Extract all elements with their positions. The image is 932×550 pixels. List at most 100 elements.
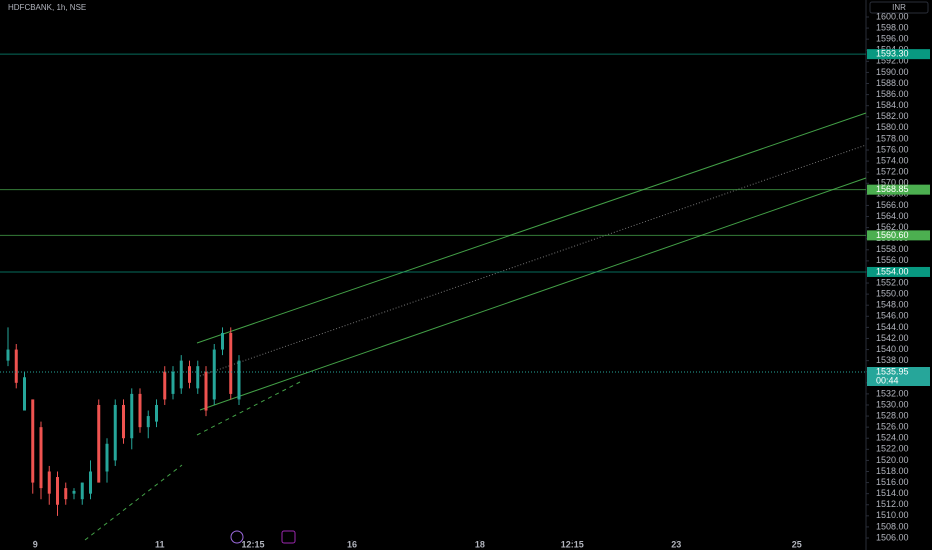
y-tick-label: 1552.00: [876, 277, 909, 287]
x-tick-label: 9: [33, 539, 38, 549]
y-tick-label: 1522.00: [876, 444, 909, 454]
y-tick-label: 1510.00: [876, 510, 909, 520]
y-tick-label: 1514.00: [876, 488, 909, 498]
candle-body: [130, 393, 134, 439]
candle-body: [188, 366, 191, 383]
channel-lower[interactable]: [199, 177, 867, 411]
x-tick-label: 25: [792, 539, 802, 549]
y-tick-label: 1600.00: [876, 11, 909, 21]
y-tick-label: 1580.00: [876, 122, 909, 132]
y-tick-label: 1544.00: [876, 322, 909, 332]
x-tick-label: 23: [671, 539, 681, 549]
y-tick-label: 1584.00: [876, 100, 909, 110]
candle-body: [204, 371, 208, 411]
y-tick-label: 1518.00: [876, 466, 909, 476]
price-badge-label: 1593.30: [876, 49, 909, 59]
last-price-badge: [867, 367, 930, 387]
candle-body: [80, 482, 84, 500]
candle-body: [146, 416, 150, 428]
x-tick-label: 16: [347, 539, 357, 549]
event-icon[interactable]: [281, 530, 296, 544]
y-tick-label: 1586.00: [876, 89, 909, 99]
x-tick-label: 12:15: [242, 539, 265, 549]
channel-middle[interactable]: [199, 144, 867, 377]
y-tick-label: 1516.00: [876, 477, 909, 487]
y-tick-label: 1558.00: [876, 244, 909, 254]
y-tick-label: 1550.00: [876, 289, 909, 299]
candle-body: [163, 371, 167, 400]
y-tick-label: 1556.00: [876, 255, 909, 265]
candle-body: [237, 360, 241, 400]
candle-body: [221, 332, 224, 350]
y-tick-label: 1572.00: [876, 167, 909, 177]
y-tick-label: 1566.00: [876, 200, 909, 210]
candle-body: [14, 349, 18, 383]
y-tick-label: 1526.00: [876, 422, 909, 432]
price-badge-label: 1568.85: [876, 184, 909, 194]
candle-body: [23, 377, 26, 411]
y-tick-label: 1542.00: [876, 333, 909, 343]
y-tick-label: 1506.00: [876, 532, 909, 542]
event-icon[interactable]: [230, 530, 244, 544]
price-badge: [867, 230, 930, 241]
y-tick-label: 1588.00: [876, 78, 909, 88]
y-tick-label: 1546.00: [876, 311, 909, 321]
y-tick-label: 1508.00: [876, 521, 909, 531]
trend-dashed[interactable]: [196, 381, 301, 436]
y-tick-label: 1578.00: [876, 133, 909, 143]
candle-body: [64, 488, 68, 500]
candle-body: [89, 471, 92, 494]
candle-body: [113, 404, 117, 461]
candle-body: [138, 393, 142, 428]
candle-body: [196, 366, 200, 389]
currency-box[interactable]: [869, 1, 929, 14]
x-tick-label: 18: [475, 539, 485, 549]
candle-body: [179, 360, 183, 389]
y-tick-label: 1548.00: [876, 300, 909, 310]
x-tick-label: 12:15: [561, 539, 584, 549]
y-tick-label: 1524.00: [876, 433, 909, 443]
currency: INR: [892, 3, 906, 12]
y-tick-label: 1570.00: [876, 178, 909, 188]
candle-body: [212, 349, 216, 400]
candle-body: [47, 471, 51, 494]
countdown: 00:44: [876, 375, 899, 385]
candle-body: [39, 427, 43, 489]
y-tick-label: 1592.00: [876, 56, 909, 66]
y-tick-label: 1564.00: [876, 211, 909, 221]
symbol-title: HDFCBANK, 1h, NSE: [8, 3, 86, 12]
price-badge-label: 1560.60: [876, 230, 909, 240]
candle-body: [6, 349, 10, 361]
y-tick-label: 1530.00: [876, 399, 909, 409]
y-tick-label: 1598.00: [876, 22, 909, 32]
y-tick-label: 1512.00: [876, 499, 909, 509]
last-price-label: 1535.95: [876, 366, 909, 376]
y-tick-label: 1520.00: [876, 455, 909, 465]
candle-body: [155, 404, 158, 422]
y-tick-label: 1538.00: [876, 355, 909, 365]
candle-body: [105, 443, 109, 472]
price-badge: [867, 266, 930, 277]
price-badge-label: 1554.00: [876, 266, 909, 276]
candle-body: [97, 404, 101, 483]
y-tick-label: 1528.00: [876, 410, 909, 420]
y-tick-label: 1562.00: [876, 222, 909, 232]
price-badge: [867, 184, 930, 195]
price-badge: [867, 49, 930, 60]
candle-body: [56, 477, 59, 505]
y-tick-label: 1574.00: [876, 155, 909, 165]
y-tick-label: 1590.00: [876, 67, 909, 77]
x-tick-label: 11: [155, 539, 165, 549]
y-tick-label: 1596.00: [876, 34, 909, 44]
candle-body: [72, 490, 76, 494]
candle-body: [171, 371, 175, 394]
candle-body: [229, 332, 233, 394]
candle-body: [31, 399, 35, 483]
candle-body: [122, 404, 125, 439]
y-tick-label: 1532.00: [876, 388, 909, 398]
y-tick-label: 1582.00: [876, 111, 909, 121]
channel-upper[interactable]: [196, 112, 867, 344]
